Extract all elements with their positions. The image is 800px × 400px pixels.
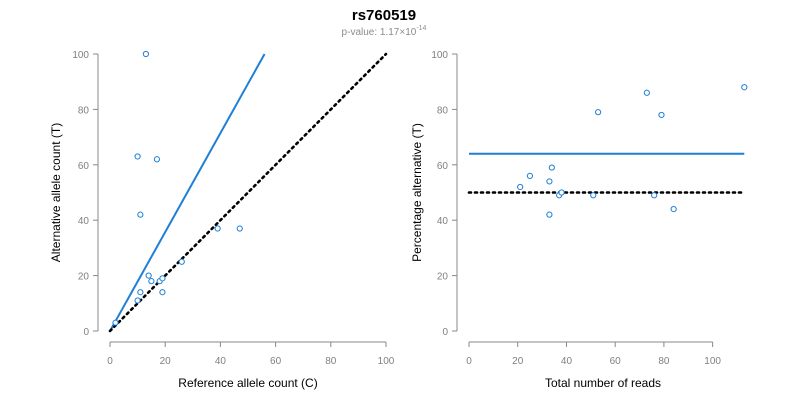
- y-tick-label: 80: [437, 105, 449, 116]
- observed-ratio-line: [109, 53, 266, 332]
- y-tick-label: 60: [437, 161, 449, 172]
- data-point: [134, 297, 141, 304]
- y-tick-label: 80: [78, 105, 90, 116]
- percentage-panel: 0 20 40 60 80 100 0 20 40 60 80 100 Total number of …: [410, 50, 748, 390]
- x-tick-label: 80: [325, 356, 337, 367]
- data-point: [214, 225, 221, 232]
- data-point: [112, 319, 119, 326]
- y-tick-label: 0: [83, 327, 89, 338]
- data-point: [595, 109, 602, 116]
- data-point: [546, 211, 553, 218]
- data-point: [134, 153, 141, 160]
- y-tick-label: 100: [72, 50, 89, 61]
- data-point: [517, 183, 524, 191]
- p-value-exponent: -14: [416, 25, 426, 32]
- x-tick-label: 40: [215, 356, 227, 367]
- expected-ratio-line: [108, 52, 388, 333]
- data-point: [236, 225, 243, 232]
- y-tick-label: 100: [431, 50, 448, 61]
- y-tick-label: 0: [442, 327, 448, 338]
- data-point: [548, 164, 555, 171]
- data-point: [142, 50, 149, 58]
- data-point: [590, 192, 597, 199]
- allele-count-panel: 0 20 40 60 80 100 0 20 40 60 80 100 Reference allele…: [49, 50, 395, 390]
- data-point: [558, 189, 565, 196]
- y-tick-label: 20: [437, 272, 449, 283]
- p-value-text: p-value: 1.17×10: [342, 27, 417, 38]
- x-axis-title: Reference allele count (C): [178, 376, 317, 390]
- y-tick-label: 40: [78, 216, 90, 227]
- x-tick-label: 0: [107, 356, 113, 367]
- x-tick-label: 20: [160, 356, 172, 367]
- x-tick-label: 60: [610, 356, 622, 367]
- x-tick-label: 80: [658, 356, 670, 367]
- data-point: [741, 84, 748, 91]
- x-tick-label: 0: [466, 356, 472, 367]
- chart-title: rs760519: [352, 7, 416, 24]
- data-point: [643, 89, 650, 96]
- x-tick-label: 60: [270, 356, 282, 367]
- data-point: [670, 206, 677, 213]
- data-point: [145, 272, 152, 279]
- data-point: [148, 278, 155, 285]
- data-point: [651, 192, 658, 199]
- y-tick-label: 60: [78, 161, 90, 172]
- data-point: [159, 275, 166, 282]
- x-tick-label: 100: [378, 356, 395, 367]
- x-tick-label: 20: [512, 356, 524, 367]
- x-axis-title: Total number of reads: [545, 376, 661, 390]
- data-point: [526, 172, 534, 179]
- data-point: [137, 289, 144, 296]
- y-tick-label: 40: [437, 216, 449, 227]
- data-point: [658, 111, 665, 119]
- y-axis-title: Percentage alternative (T): [410, 123, 424, 262]
- data-point: [546, 178, 553, 185]
- data-point: [178, 258, 185, 265]
- p-value-subtitle: p-value: 1.17×10-14: [342, 25, 427, 38]
- y-axis-title: Alternative allele count (T): [49, 123, 63, 262]
- data-point: [153, 156, 161, 163]
- data-point: [137, 211, 144, 218]
- x-tick-label: 40: [561, 356, 573, 367]
- y-tick-label: 20: [78, 272, 90, 283]
- x-tick-label: 100: [704, 356, 721, 367]
- data-point: [159, 289, 166, 296]
